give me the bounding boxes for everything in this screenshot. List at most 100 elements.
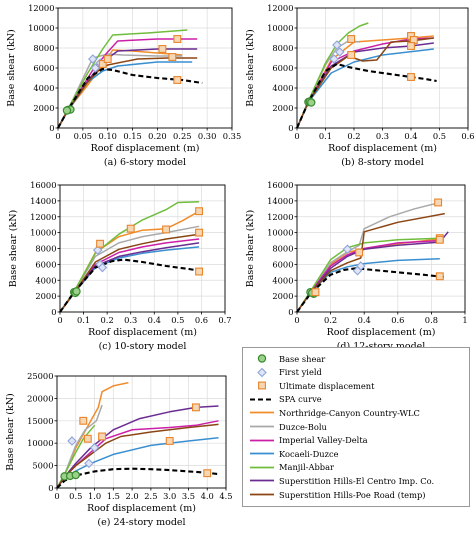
first-yield-marker	[334, 47, 345, 57]
y-tick-label: 15000	[27, 416, 53, 426]
panel-caption: (d) 12-story model	[337, 341, 426, 352]
panel-caption: (a) 6-story model	[104, 157, 186, 168]
y-tick-label: 2000	[33, 103, 54, 113]
series-line-imperial-valley-delta	[296, 239, 440, 313]
x-axis-label: Roof displacement (m)	[88, 327, 197, 338]
ultimate-displacement-marker	[407, 42, 415, 50]
x-tick-label: 0.15	[123, 131, 141, 141]
y-tick-label: 8000	[33, 43, 54, 53]
legend-item-kocaeli-duzce: Kocaeli-Duzce	[249, 448, 339, 459]
legend-label: SPA curve	[279, 394, 322, 405]
x-tick-label: 0.10	[98, 131, 116, 141]
legend-swatch	[250, 412, 274, 414]
chart-panel-5: 0 0.5 1.0 1.5 2.0 2.5 3.0 3.5 4.0 4.5 0 5000 10000 15…	[5, 371, 233, 528]
y-tick-label: 0	[49, 123, 54, 133]
x-tick-label: 0.25	[173, 131, 191, 141]
legend-swatch	[250, 466, 274, 469]
legend-item-spa-curve: SPA curve	[249, 394, 322, 405]
ultimate-displacement-marker	[165, 437, 174, 445]
x-tick-label: 2.5	[144, 491, 157, 501]
series-line-spa-curve	[59, 258, 200, 313]
x-tick-label: 0.6	[461, 131, 474, 141]
legend-item-ultimate-displacement: Ultimate displacement	[249, 380, 374, 391]
y-axis-label: Base shear (kN)	[8, 210, 19, 287]
x-tick-label: 2.0	[126, 491, 139, 501]
x-axis-label: Roof displacement (m)	[328, 143, 437, 154]
x-tick-label: 0.5	[69, 491, 82, 501]
x-tick-label: 0.1	[319, 131, 332, 141]
x-axis-label: Roof displacement (m)	[327, 327, 436, 338]
x-tick-label: 0.2	[347, 131, 360, 141]
series-line-imperial-valley-delta	[59, 238, 200, 313]
x-tick-label: 0.6	[195, 315, 208, 325]
panel-caption: (e) 24-story model	[97, 517, 185, 528]
chart-panel-3: 0 0.1 0.2 0.3 0.4 0.5 0.6 0.7 0 2000 4000 6000 8000 1…	[8, 180, 232, 352]
x-tick-label: 1.5	[107, 491, 120, 501]
ultimate-displacement-marker	[79, 416, 88, 425]
y-tick-label: 14000	[30, 196, 56, 206]
ultimate-displacement-marker	[168, 53, 177, 61]
base-shear-marker	[307, 98, 316, 107]
legend-swatch	[250, 480, 274, 482]
ultimate-displacement-marker	[98, 60, 107, 68]
legend-label: Duzce-Bolu	[279, 421, 327, 432]
legend-swatch	[250, 398, 274, 401]
legend-item-northridge-canyon-country-wlc: Northridge-Canyon Country-WLC	[249, 407, 420, 418]
y-axis-label: Base shear (kN)	[245, 29, 256, 106]
ultimate-displacement-marker	[96, 239, 105, 248]
legend-item-duzce-bolu: Duzce-Bolu	[249, 421, 327, 432]
ultimate-displacement-marker	[162, 225, 171, 234]
x-tick-label: 0	[57, 315, 62, 325]
x-tick-label: 0.7	[218, 315, 231, 325]
x-tick-label: 0.05	[74, 131, 92, 141]
ultimate-displacement-marker	[311, 288, 320, 297]
x-tick-label: 3.0	[163, 491, 176, 501]
series-line-duzce-bolu	[59, 225, 200, 313]
first-yield-marker	[332, 40, 342, 50]
y-tick-label: 2000	[272, 291, 293, 301]
ultimate-displacement-marker	[195, 207, 204, 216]
legend-label: Superstition Hills-El Centro Imp. Co.	[279, 475, 435, 486]
legend-item-imperial-valley-delta: Imperial Valley-Delta	[249, 435, 368, 446]
x-tick-label: 0.3	[124, 315, 137, 325]
ultimate-displacement-marker	[103, 55, 112, 63]
ultimate-displacement-marker	[203, 469, 212, 478]
y-tick-label: 0	[288, 123, 293, 133]
base-shear-marker	[62, 106, 72, 115]
y-tick-label: 6000	[272, 259, 293, 269]
y-tick-label: 6000	[33, 63, 54, 73]
y-tick-label: 12000	[30, 212, 56, 222]
legend-label: Imperial Valley-Delta	[279, 435, 368, 446]
y-tick-label: 16000	[30, 180, 56, 190]
legend-label: Northridge-Canyon Country-WLC	[279, 407, 420, 418]
ultimate-displacement-marker	[173, 76, 182, 84]
first-yield-marker	[92, 245, 103, 255]
series-line-manjil-abbar	[296, 22, 369, 129]
y-tick-label: 4000	[33, 83, 54, 93]
series-line-superstition-hills-poe-road-temp	[56, 423, 219, 489]
chart-panel-2: 0 0.1 0.2 0.3 0.4 0.5 0.6 0 2000 4000 6000 8000 1000…	[245, 3, 474, 168]
x-tick-label: 0.35	[223, 131, 241, 141]
legend-swatch	[250, 452, 274, 455]
x-tick-label: 0	[294, 131, 299, 141]
legend-item-superstition-hills-poe-road-temp: Superstition Hills-Poe Road (temp)	[249, 489, 426, 500]
series-line-superstition-hills-el-centro-imp-co	[59, 242, 200, 313]
ultimate-displacement-marker	[434, 198, 443, 207]
legend-item-base-shear: Base shear	[249, 353, 325, 364]
y-tick-label: 8000	[35, 244, 56, 254]
y-tick-label: 5000	[32, 461, 53, 471]
y-tick-label: 10000	[267, 23, 293, 33]
y-tick-label: 0	[288, 307, 293, 317]
y-tick-label: 2000	[272, 103, 293, 113]
legend-item-superstition-hills-el-centro-imp-co: Superstition Hills-El Centro Imp. Co.	[249, 475, 434, 486]
x-tick-label: 0	[54, 491, 59, 501]
y-tick-label: 10000	[28, 23, 54, 33]
first-yield-marker	[342, 244, 353, 255]
ultimate-displacement-marker	[98, 432, 107, 441]
x-tick-label: 0.1	[77, 315, 90, 325]
x-tick-label: 3.5	[182, 491, 195, 501]
x-tick-label: 0.6	[391, 315, 404, 325]
x-tick-label: 0.8	[425, 315, 438, 325]
x-tick-label: 1	[462, 315, 467, 325]
legend-label: Base shear	[279, 353, 326, 364]
